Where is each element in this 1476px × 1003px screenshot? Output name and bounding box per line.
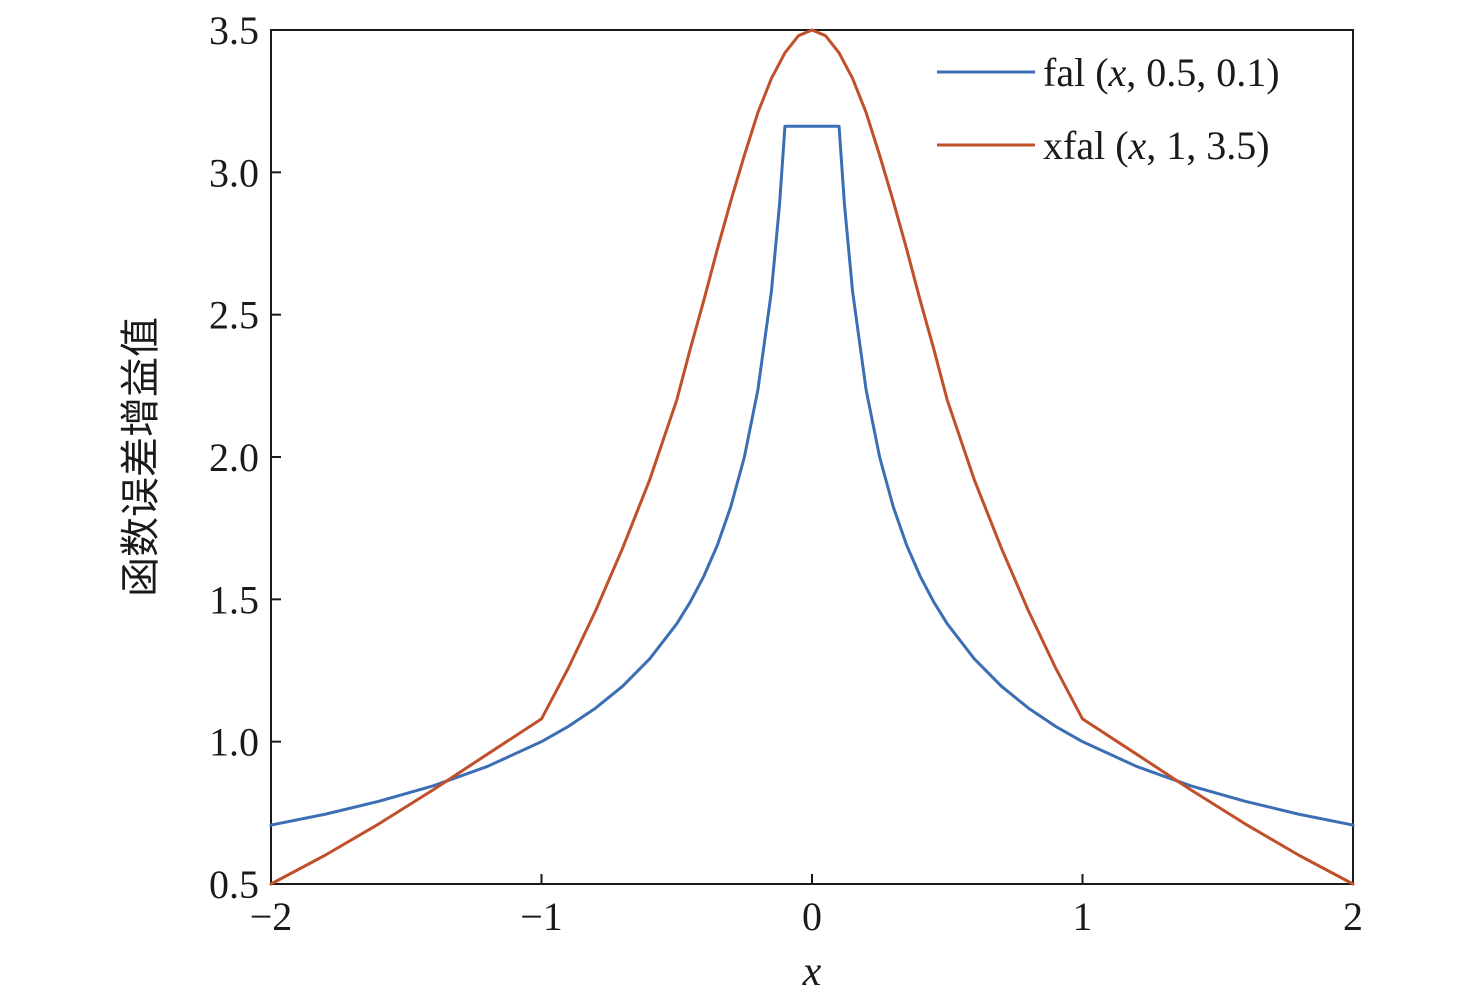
legend-label-suffix: , 0.5, 0.1) — [1126, 50, 1279, 95]
legend-item: xfal (x, 1, 3.5) — [937, 123, 1270, 168]
legend-label-suffix: , 1, 3.5) — [1146, 123, 1269, 168]
x-axis-label: x — [802, 949, 822, 995]
y-tick-label: 1.5 — [209, 577, 259, 622]
series-line-fal — [269, 124, 1355, 827]
y-tick-label: 3.5 — [209, 8, 259, 53]
legend-label-variable: x — [1108, 50, 1127, 95]
legend-label-prefix: fal ( — [1043, 50, 1109, 95]
legend-label: xfal (x, 1, 3.5) — [1043, 123, 1270, 168]
legend-label-variable: x — [1128, 123, 1147, 168]
x-tick-label: −2 — [250, 894, 293, 939]
x-tick-label: −1 — [520, 894, 563, 939]
x-axis-ticks: −2 −1 0 1 2 — [250, 874, 1363, 939]
series-line-xfal — [269, 28, 1355, 886]
y-axis-ticks: 0.5 1.0 1.5 2.0 2.5 3.0 3.5 — [209, 8, 281, 907]
y-tick-label: 2.0 — [209, 435, 259, 480]
y-tick-label: 1.0 — [209, 720, 259, 765]
legend-item: fal (x, 0.5, 0.1) — [937, 50, 1280, 95]
x-tick-label: 2 — [1343, 894, 1363, 939]
y-axis-label: 函数误差增益值 — [118, 317, 164, 597]
x-tick-label: 1 — [1073, 894, 1093, 939]
y-tick-label: 3.0 — [209, 150, 259, 195]
x-tick-label: 0 — [802, 894, 822, 939]
series-layer — [269, 28, 1355, 886]
legend-label-prefix: xfal ( — [1043, 123, 1129, 168]
legend: fal (x, 0.5, 0.1)xfal (x, 1, 3.5) — [937, 50, 1280, 168]
y-tick-label: 0.5 — [209, 862, 259, 907]
legend-label: fal (x, 0.5, 0.1) — [1043, 50, 1280, 95]
y-tick-label: 2.5 — [209, 293, 259, 338]
